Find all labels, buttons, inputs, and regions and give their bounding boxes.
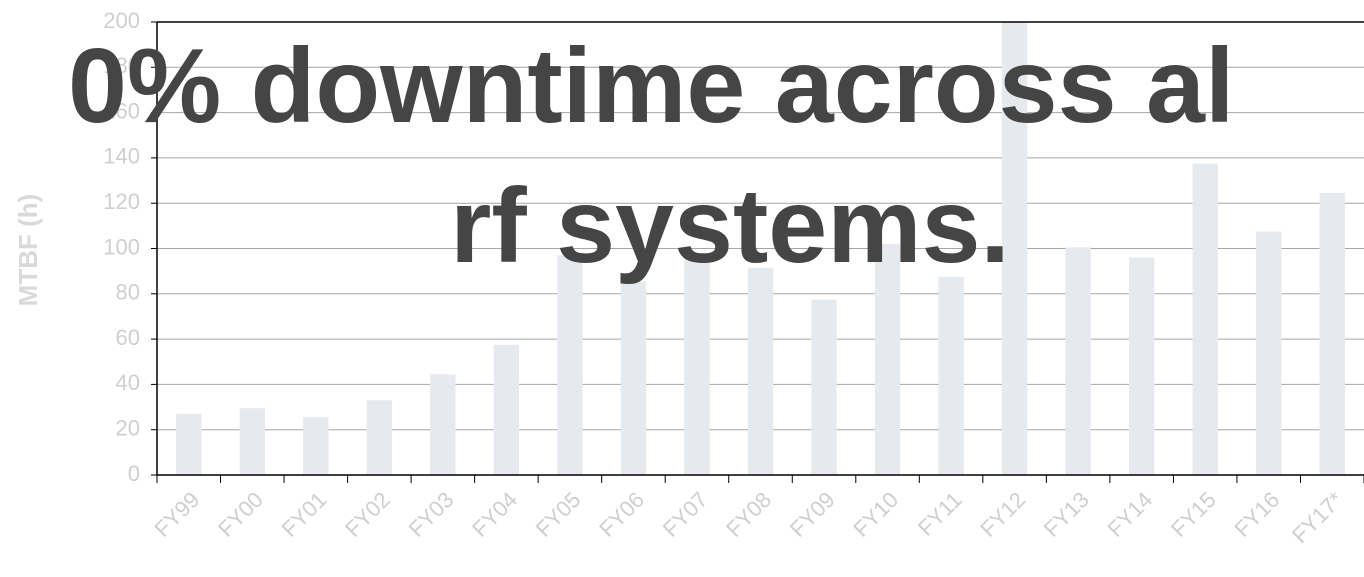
x-tick-label: FY11	[913, 487, 967, 541]
bar	[303, 417, 329, 475]
x-tick-label: FY02	[340, 487, 395, 542]
x-tick-label: FY15	[1166, 487, 1221, 542]
y-tick-label: 100	[103, 234, 140, 259]
bar	[1065, 247, 1091, 475]
y-tick-label: 200	[103, 8, 140, 33]
y-tick-label: 180	[103, 53, 140, 78]
x-tick-label: FY03	[404, 487, 459, 542]
bar	[1001, 22, 1028, 475]
bar	[684, 253, 710, 475]
y-axis-label: MTBF (h)	[13, 194, 43, 307]
bar	[938, 276, 964, 475]
x-tick-label: FY05	[531, 487, 586, 542]
bar	[430, 374, 456, 475]
x-tick-label: FY00	[213, 487, 268, 542]
bar	[1256, 231, 1282, 475]
bar	[811, 299, 837, 475]
y-tick-label: 20	[116, 416, 140, 441]
x-tick-label: FY17*	[1287, 487, 1348, 548]
bar	[1319, 193, 1345, 475]
x-tick-label: FY99	[150, 487, 205, 542]
x-tick-label: FY16	[1229, 487, 1284, 542]
x-tick-label: FY14	[1102, 487, 1157, 542]
bar	[493, 344, 520, 475]
bar	[366, 400, 393, 475]
x-tick-label: FY06	[594, 487, 649, 542]
y-tick-label: 120	[103, 189, 140, 214]
bar	[176, 413, 202, 475]
x-tick-label: FY01	[277, 487, 332, 542]
annotation: 0% downtime across al	[68, 27, 1234, 145]
bar	[1128, 257, 1155, 475]
x-tick-label: FY10	[848, 487, 903, 542]
y-tick-label: 40	[116, 370, 140, 395]
bar	[874, 243, 901, 475]
x-tick-label: FY13	[1039, 487, 1094, 542]
bar	[239, 408, 265, 475]
x-tick-label: FY04	[467, 487, 522, 542]
y-tick-label: 80	[116, 280, 140, 305]
annotation: rf systems.	[450, 167, 1010, 285]
x-tick-label: FY12	[975, 487, 1030, 542]
y-tick-label: 60	[116, 325, 140, 350]
y-tick-label: 0	[128, 461, 140, 486]
bar	[557, 255, 583, 475]
x-tick-label: FY09	[785, 487, 840, 542]
y-tick-label: 160	[103, 98, 140, 123]
bar	[1192, 163, 1218, 475]
bar	[747, 267, 774, 475]
x-tick-label: FY07	[658, 487, 713, 542]
bar	[620, 281, 647, 475]
y-tick-label: 140	[103, 144, 140, 169]
x-tick-label: FY08	[721, 487, 776, 542]
